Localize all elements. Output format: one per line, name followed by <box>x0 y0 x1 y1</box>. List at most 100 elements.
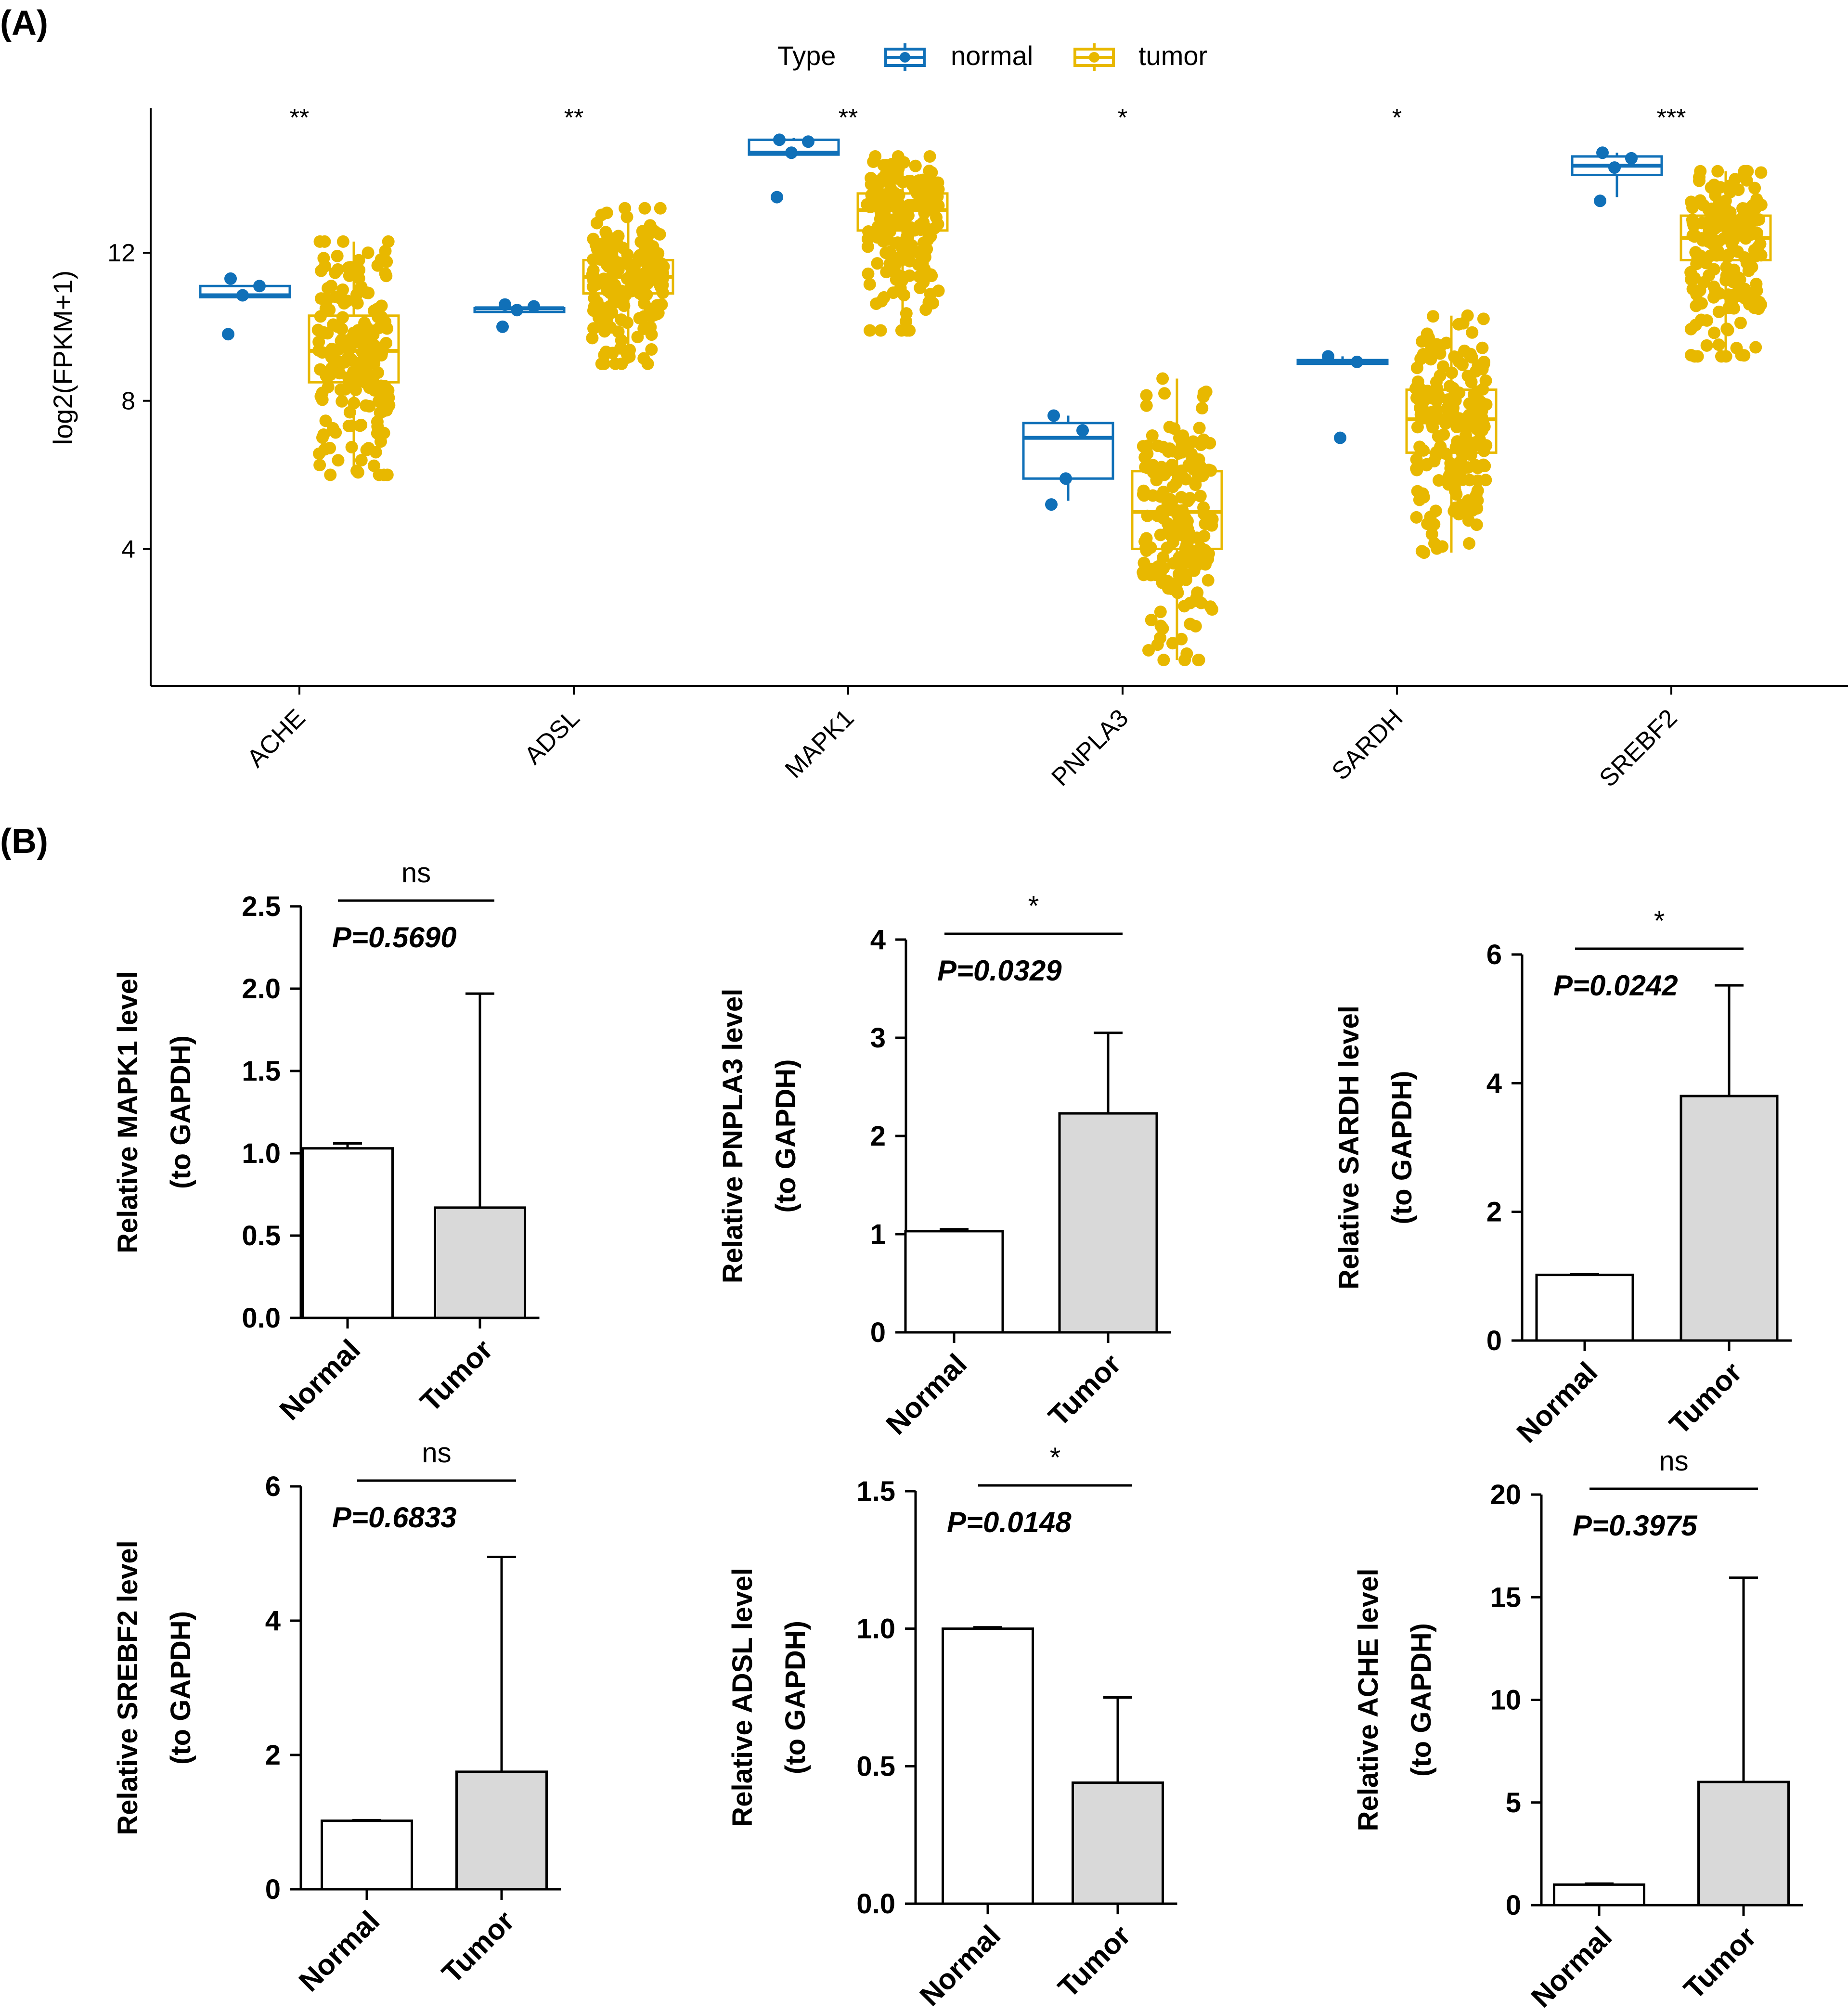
data-point <box>1154 619 1167 632</box>
y-tick-label: 6 <box>1486 939 1502 970</box>
data-point <box>863 278 876 291</box>
tumor-bar <box>455 1770 548 1891</box>
data-point <box>601 276 614 289</box>
data-point <box>1140 544 1153 557</box>
category-pnpla3: PNPLA3* <box>1022 104 1223 792</box>
data-point <box>1466 326 1479 339</box>
significance-label: ns <box>422 1437 451 1469</box>
data-point <box>1479 374 1492 387</box>
data-point <box>1417 444 1430 457</box>
legend-key-normal <box>884 43 926 71</box>
y-tick-label: 1.5 <box>242 1056 281 1087</box>
data-point <box>1410 511 1423 524</box>
data-point <box>898 289 911 302</box>
data-point <box>1167 557 1180 570</box>
data-point <box>1466 504 1479 517</box>
data-point <box>1753 213 1766 226</box>
significance-label: ** <box>290 104 309 132</box>
data-point <box>314 363 327 376</box>
data-point <box>867 155 880 168</box>
data-point <box>1469 459 1482 472</box>
data-point <box>318 443 331 456</box>
data-point <box>586 280 599 293</box>
data-point <box>1594 194 1606 207</box>
data-point <box>1189 476 1202 489</box>
data-point <box>1425 406 1438 419</box>
data-point <box>351 466 364 479</box>
data-point <box>366 342 379 355</box>
data-point <box>1468 439 1481 452</box>
tumor-bar <box>434 1206 526 1319</box>
data-point <box>930 186 943 199</box>
data-point <box>618 299 631 312</box>
data-point <box>1432 338 1445 351</box>
data-point <box>316 431 329 444</box>
data-point <box>1704 217 1717 230</box>
data-point <box>318 235 331 248</box>
data-point <box>892 254 905 267</box>
data-point <box>1441 401 1454 414</box>
data-point <box>335 335 348 348</box>
data-point <box>1161 517 1174 530</box>
data-point <box>1715 212 1728 225</box>
y-tick-label: 20 <box>1490 1479 1521 1510</box>
data-point <box>1176 558 1189 571</box>
data-point <box>345 419 358 432</box>
y-tick-label: 0 <box>1486 1325 1502 1356</box>
data-point <box>919 303 932 316</box>
data-point <box>652 307 665 320</box>
data-point <box>1711 165 1724 178</box>
data-point <box>1045 498 1058 511</box>
data-point <box>1596 146 1609 159</box>
data-point <box>1410 453 1423 466</box>
data-point <box>1176 429 1189 442</box>
y-axis-label-unit: (to GAPDH) <box>780 1621 811 1774</box>
y-tick-label: 3 <box>870 1022 886 1054</box>
data-point <box>1205 519 1218 532</box>
data-point <box>1192 654 1205 667</box>
data-point <box>1465 375 1478 388</box>
data-point <box>1415 545 1428 558</box>
data-point <box>1476 424 1489 437</box>
data-point <box>1176 446 1189 459</box>
normal-box <box>1571 146 1663 207</box>
data-point <box>1708 235 1721 248</box>
y-axis-label-unit: (to GAPDH) <box>165 1035 196 1189</box>
data-point <box>1428 518 1441 531</box>
y-tick-label: 5 <box>1506 1787 1521 1819</box>
data-point <box>1142 644 1155 657</box>
data-point <box>606 247 619 260</box>
normal-box <box>199 272 291 341</box>
data-point <box>362 286 375 299</box>
data-point <box>1158 387 1171 400</box>
data-point <box>1194 490 1207 503</box>
data-point <box>1463 397 1476 410</box>
data-point <box>1195 596 1208 609</box>
normal-box <box>1296 350 1389 444</box>
data-point <box>930 211 943 224</box>
data-point <box>319 260 332 273</box>
data-point <box>903 175 916 188</box>
data-point <box>1748 287 1761 300</box>
y-tick-label: 0.5 <box>242 1220 281 1251</box>
data-point <box>1154 529 1167 542</box>
y-tick-label: 0 <box>870 1317 886 1348</box>
data-point <box>1181 493 1194 506</box>
normal-bar <box>1535 1274 1634 1342</box>
data-point <box>367 459 380 472</box>
data-point <box>375 310 388 323</box>
data-point <box>864 324 877 337</box>
data-point <box>378 401 391 414</box>
data-point <box>1180 538 1193 551</box>
y-tick-label: 2.0 <box>242 973 281 1005</box>
data-point <box>909 159 922 172</box>
y-axis-label: Relative ACHE level <box>1353 1569 1384 1831</box>
data-point <box>1712 338 1725 351</box>
data-point <box>1433 474 1446 487</box>
data-point <box>1351 355 1363 368</box>
normal-bar <box>301 1147 394 1319</box>
data-point <box>920 243 933 256</box>
data-point <box>867 174 880 187</box>
data-point <box>341 352 354 365</box>
data-point <box>586 270 599 283</box>
